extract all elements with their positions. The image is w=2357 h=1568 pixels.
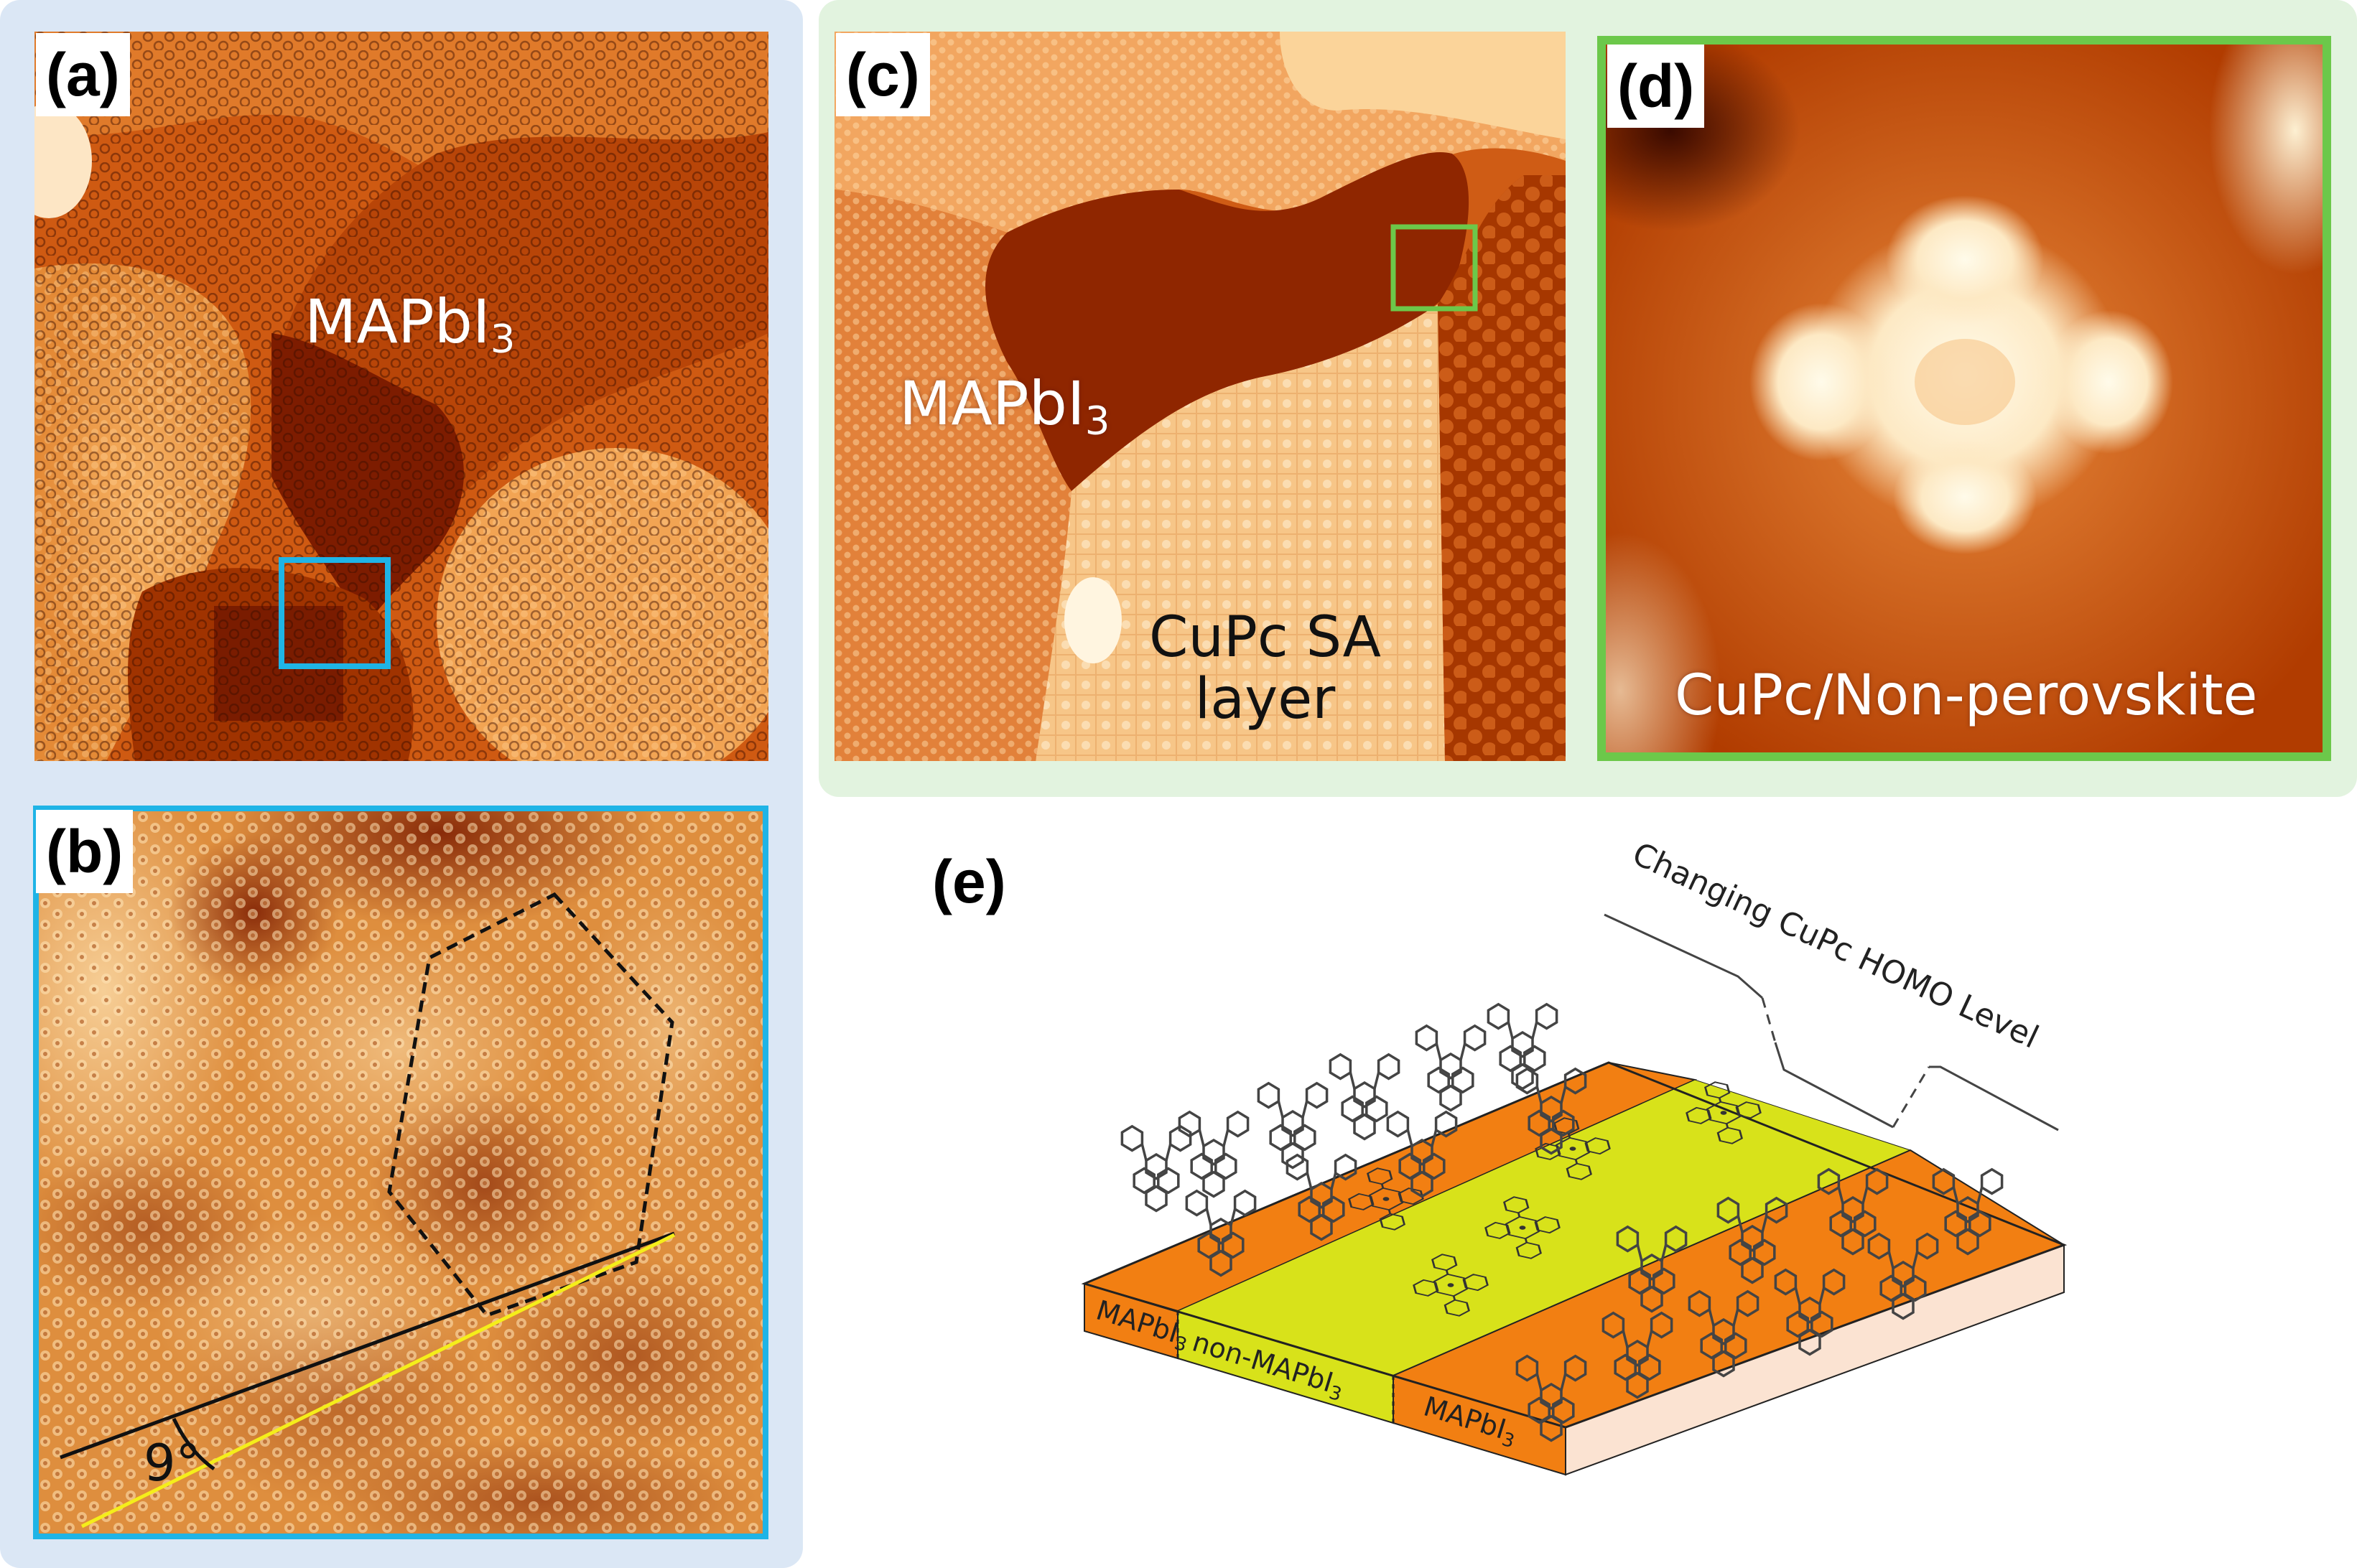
homo-level-label: Changing CuPc HOMO Level [1627,836,2044,1056]
angle-arc [172,1417,215,1471]
material-label-c: MAPbI3 [899,373,1110,440]
stm-image-b [33,806,768,1539]
reference-direction-line [80,1233,676,1529]
lattice-direction-line [60,1231,675,1460]
angle-label: 9° [144,1434,201,1493]
stm-image-d [1597,36,2331,761]
stm-image-c [835,32,1566,761]
panel-label-c: (c) [836,33,930,116]
panel-label-d: (d) [1607,45,1705,128]
panel-label-a: (a) [36,33,130,116]
cupc-layer-label: CuPc SA layer [1149,607,1381,731]
material-label-a-sub: 3 [490,315,516,362]
material-label-a: MAPbI3 [304,291,515,358]
panel-label-e: (e) [932,848,1006,915]
dashed-hexagon [387,892,674,1317]
material-label-a-main: MAPbI [304,286,491,357]
panel-label-b: (b) [36,810,134,893]
stm-image-a [34,32,768,761]
zoom-region-marker-c [1390,224,1478,312]
cupc-nonperovskite-label: CuPc/Non-perovskite [1675,663,2258,728]
zoom-region-marker-a [279,557,391,669]
cupc-layer-label-line2: layer [1194,666,1336,732]
schematic-e: Changing CuPc HOMO Level MAPbI3 non-MAPb… [1081,836,2068,1476]
material-label-c-sub: 3 [1084,397,1110,444]
material-label-c-main: MAPbI [899,368,1085,439]
cupc-layer-label-line1: CuPc SA [1149,605,1381,670]
